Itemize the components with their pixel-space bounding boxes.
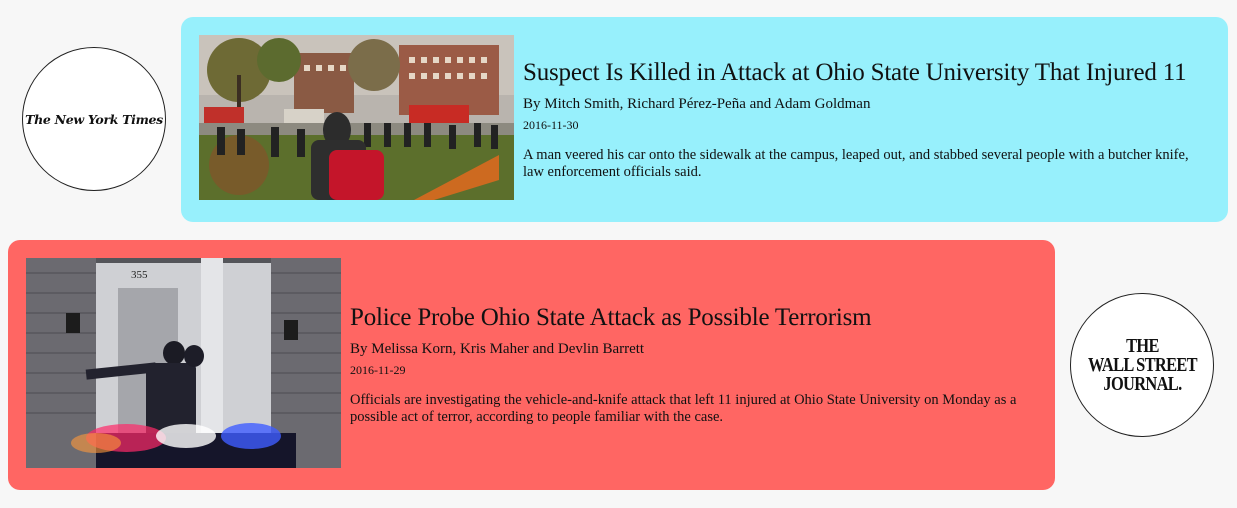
article-byline: By Melissa Korn, Kris Maher and Devlin B… [350, 341, 645, 357]
article-byline: By Mitch Smith, Richard Pérez-Peña and A… [523, 96, 871, 112]
article-headline[interactable]: Police Probe Ohio State Attack as Possib… [350, 304, 872, 331]
article-date: 2016-11-30 [523, 118, 579, 132]
article-photo-police: 355 [26, 258, 341, 468]
article-headline[interactable]: Suspect Is Killed in Attack at Ohio Stat… [523, 59, 1187, 86]
article-date: 2016-11-29 [350, 363, 406, 377]
article-photo-campus [199, 35, 514, 200]
wsj-logo-line: THE [1125, 334, 1159, 357]
article-text: Suspect Is Killed in Attack at Ohio Stat… [523, 57, 1213, 181]
article-summary: Officials are investigating the vehicle-… [350, 392, 1017, 425]
article-summary: A man veered his car onto the sidewalk a… [523, 147, 1189, 180]
wsj-logo-text: THE WALL STREET JOURNAL. [1087, 334, 1197, 395]
wsj-logo-line: JOURNAL. [1102, 372, 1182, 395]
wsj-logo-line: WALL STREET [1087, 353, 1197, 376]
house-number: 355 [131, 269, 148, 281]
nyt-logo: The New York Times [22, 47, 166, 191]
article-text: Police Probe Ohio State Attack as Possib… [350, 302, 1030, 426]
nyt-logo-text: The New York Times [25, 111, 163, 127]
wsj-logo: THE WALL STREET JOURNAL. [1070, 293, 1214, 437]
article-card-wsj[interactable]: 355 Police Probe Ohio State Attack as Po… [8, 240, 1055, 490]
article-card-nyt[interactable]: Suspect Is Killed in Attack at Ohio Stat… [181, 17, 1228, 222]
